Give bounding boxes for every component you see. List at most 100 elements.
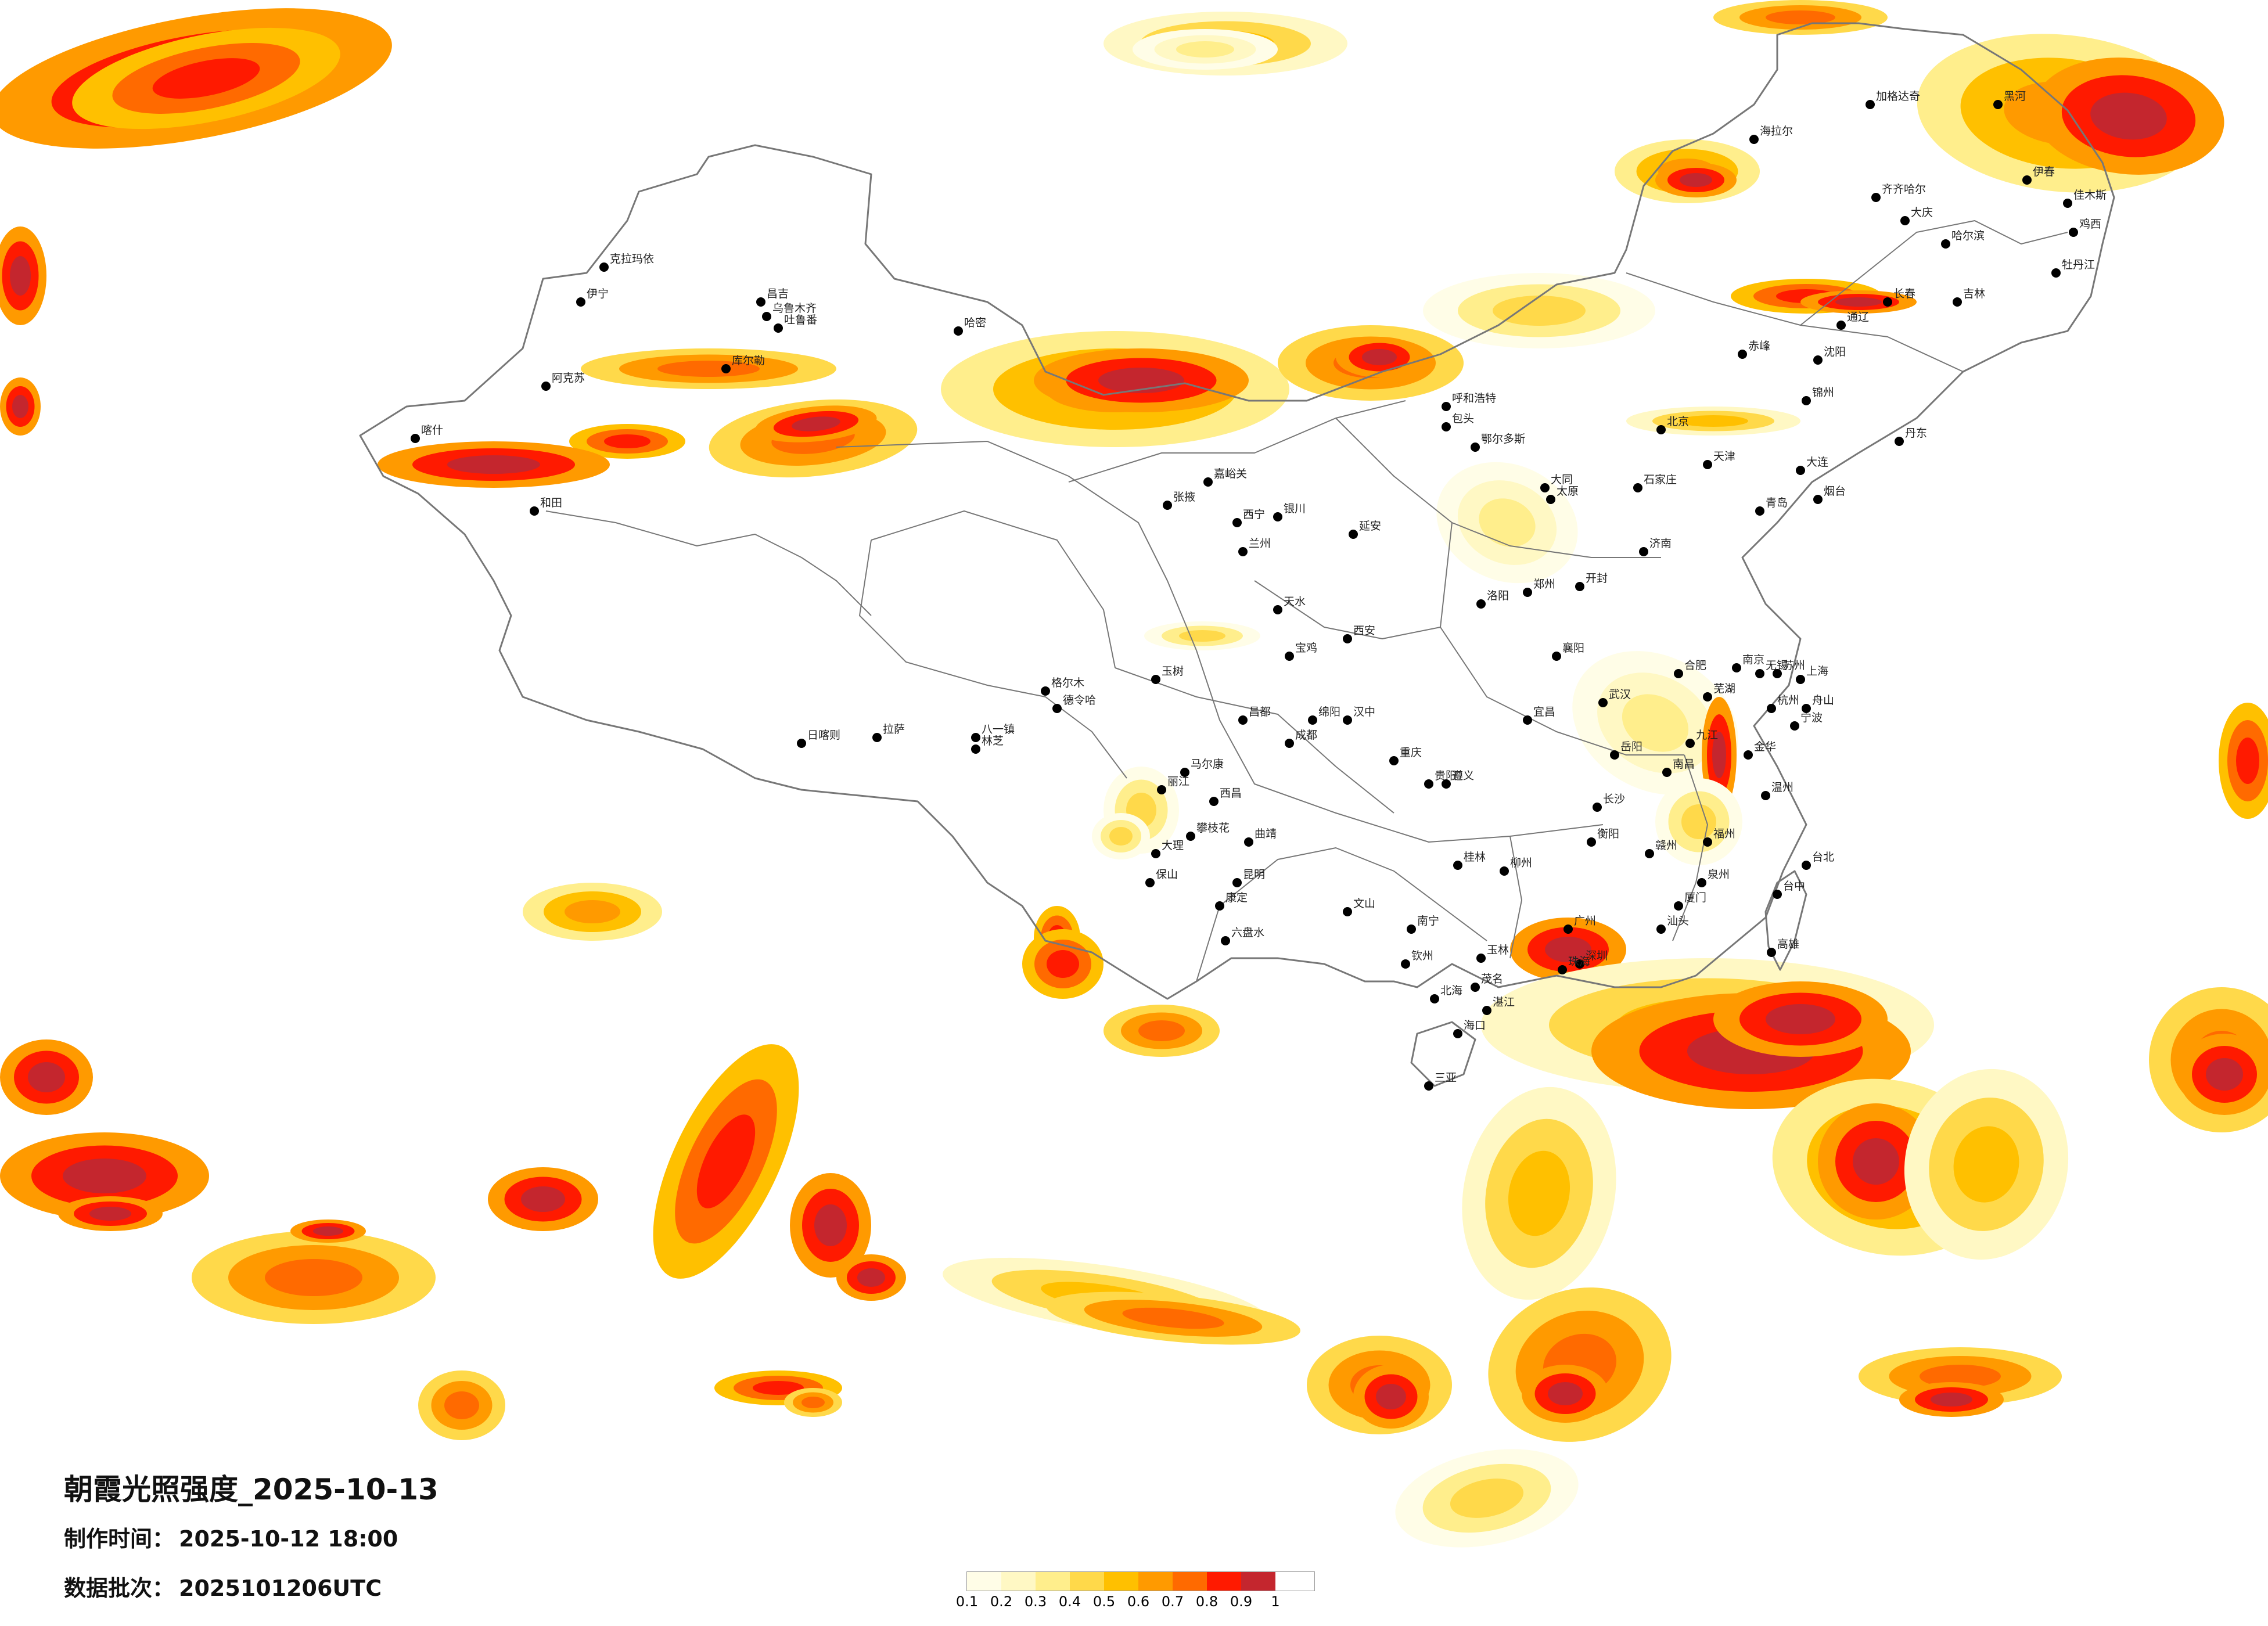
city-dot [1900,216,1910,225]
city-label: 绵阳 [1318,706,1340,718]
city-dot [530,506,539,516]
city-dot [1273,512,1282,521]
city-dot [1738,350,1747,359]
glow-area [152,58,260,99]
city-label: 青岛 [1766,497,1788,509]
internal-border [1115,667,1394,814]
city-label: 鄂尔多斯 [1481,433,1525,445]
city-dot [1476,954,1486,963]
city-dot [1767,704,1776,713]
legend-swatch [1241,1572,1275,1591]
legend-color-bar [966,1571,1315,1591]
city-dot [1343,634,1352,643]
legend-tick-label: 0.6 [1127,1593,1150,1610]
city-dot [541,382,551,391]
glow-area [1493,296,1586,326]
city-label: 武汉 [1609,688,1631,701]
city-dot [1639,547,1648,556]
city-label: 齐齐哈尔 [1882,183,1926,196]
city-dot [1145,878,1155,887]
city-dot [1471,443,1480,452]
city-dot [1575,959,1584,969]
city-dot [872,733,882,742]
city-dot [1732,663,1741,672]
city-label: 南宁 [1417,915,1439,927]
city-dot [1767,948,1776,957]
city-label: 福州 [1713,828,1735,840]
city-label: 延安 [1359,520,1381,533]
city-dot [1232,878,1242,887]
legend-swatch [1070,1572,1104,1591]
city-dot [797,739,806,748]
city-dot [2063,199,2072,208]
glow-area [1622,694,1689,752]
city-dot [1389,756,1399,765]
city-label: 湛江 [1493,996,1515,1009]
city-label: 郑州 [1533,578,1555,591]
glow-area [1109,827,1133,846]
city-label: 长春 [1893,287,1915,300]
internal-border [1068,400,1406,483]
taiwan-outline [1764,870,1807,971]
internal-border [859,539,1127,779]
city-label: 丹东 [1905,427,1927,440]
city-label: 哈尔滨 [1951,229,1985,242]
city-label: 昌吉 [767,287,789,300]
city-dot [1523,588,1532,597]
city-dot [1674,901,1683,911]
city-dot [576,297,585,307]
city-label: 文山 [1353,897,1375,910]
city-label: 玉树 [1162,665,1184,678]
city-dot [1645,849,1654,858]
glow-area [12,395,28,418]
city-dot [1343,907,1352,916]
city-label: 茂名 [1481,973,1503,985]
city-dot [1866,100,1875,109]
city-dot [1703,692,1712,702]
city-label: 襄阳 [1562,642,1584,654]
city-label: 南京 [1742,653,1764,666]
glow-area [444,1391,479,1419]
city-label: 鸡西 [2079,218,2101,231]
city-label: 三亚 [1435,1071,1457,1084]
city-label: 伊宁 [587,287,609,300]
city-label: 康定 [1225,891,1248,904]
internal-border [545,510,872,616]
city-label: 赣州 [1655,839,1677,852]
city-dot [1563,924,1573,934]
city-label: 大庆 [1911,206,1933,219]
city-dot [1407,924,1416,934]
city-dot [1273,605,1282,614]
glow-area [2206,1058,2243,1091]
city-dot [1802,704,1811,713]
glow-area [1931,1393,1972,1406]
city-dot [1232,518,1242,527]
city-label: 汕头 [1667,915,1689,927]
glow-area [1835,297,1882,307]
city-dot [1442,779,1451,789]
glow-area [1176,41,1234,57]
city-dot [1430,994,1439,1003]
city-label: 攀枝花 [1196,822,1230,834]
city-dot [2022,175,2032,185]
glow-area [1953,1126,2019,1203]
city-dot [1656,425,1666,434]
internal-border [1440,522,1684,756]
glow-area [1362,349,1397,365]
glow-area [447,455,540,474]
city-label: 合肥 [1684,659,1706,672]
city-label: 昌都 [1249,706,1271,718]
city-dot [1209,797,1219,806]
glow-area [1678,415,1748,427]
legend-swatch [1173,1572,1207,1591]
city-label: 玉林 [1487,944,1509,956]
city-dot [1813,355,1823,365]
city-label: 台中 [1783,880,1805,893]
city-dot [599,262,609,272]
city-label: 上海 [1806,665,1828,678]
city-dot [1424,779,1433,789]
city-label: 西宁 [1243,508,1265,521]
city-dot [1151,675,1160,684]
city-label: 无锡 [1766,659,1788,672]
